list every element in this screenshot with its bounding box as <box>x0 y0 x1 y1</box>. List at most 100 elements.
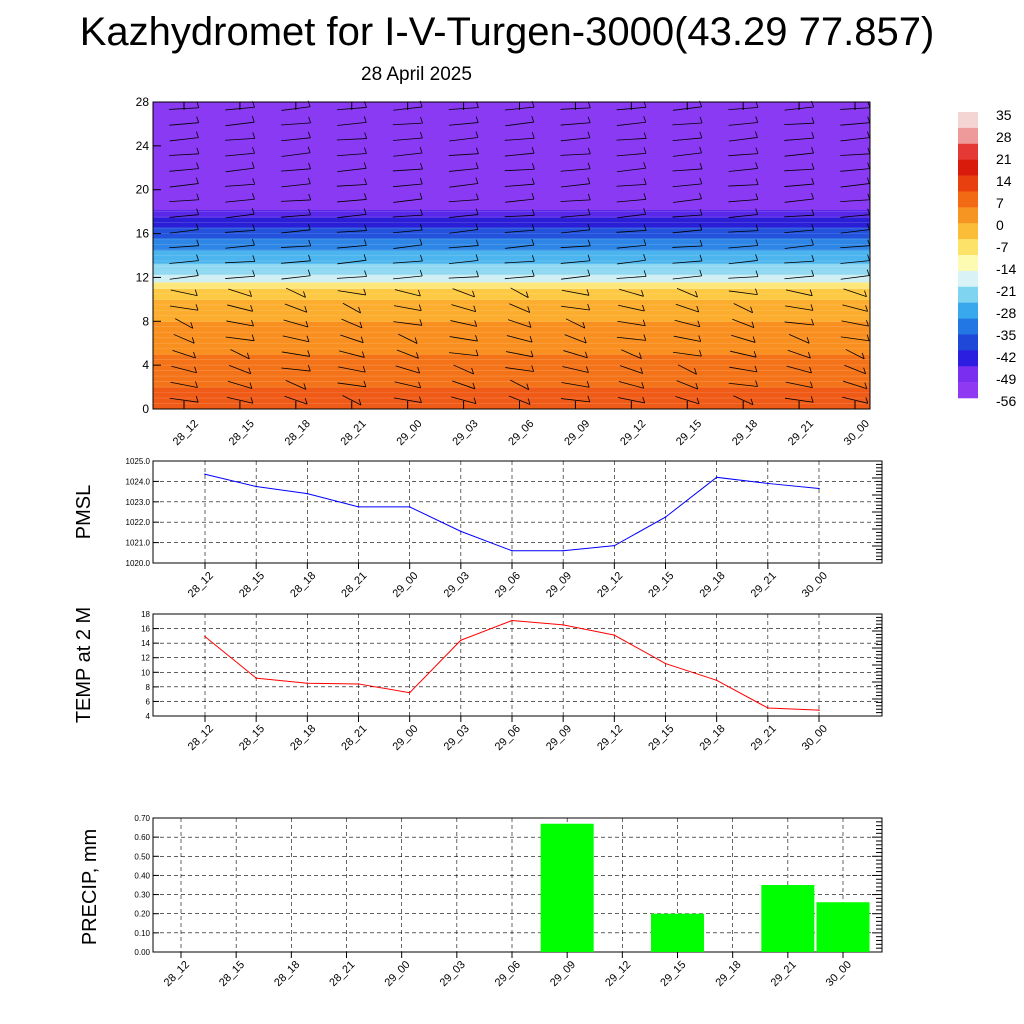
wind-barb <box>337 167 367 173</box>
y-tick-label: 0.00 <box>134 948 150 957</box>
wind-barb <box>449 229 478 234</box>
wind-barb-feather <box>195 177 199 184</box>
wind-barb <box>840 260 870 264</box>
y-tick-label: 14 <box>141 639 150 648</box>
wind-barb-feather <box>699 254 703 262</box>
wind-barb-feather <box>755 101 759 108</box>
wind-barb <box>225 121 255 127</box>
wind-barb-feather <box>364 178 367 185</box>
wind-barb-feather <box>699 269 703 277</box>
wind-barb-feather <box>699 146 702 154</box>
panel-frame <box>152 817 883 953</box>
wind-barb-feather <box>308 162 311 169</box>
wind-barb <box>619 288 644 297</box>
wind-barb <box>448 276 479 279</box>
wind-barb-feather <box>753 351 757 358</box>
wind-barb-feather <box>699 177 703 185</box>
wind-barb-feather <box>475 254 479 261</box>
wind-barb <box>672 183 702 188</box>
y-tick-label: 1021.0 <box>126 539 151 548</box>
x-tick-label: 29_09 <box>544 723 574 753</box>
x-tick-label: 29_18 <box>730 418 760 448</box>
y-tick-label: 4 <box>146 712 151 721</box>
wind-barb <box>621 349 642 360</box>
wind-barb-feather <box>474 320 478 327</box>
x-tick-label: 29_12 <box>603 959 633 989</box>
temperature-panel: 4 6 8 10 12 14 16 18 28_12 28_15 28_18 28_21 29_00 29… <box>73 607 883 753</box>
y-tick-label: 0.50 <box>134 852 150 861</box>
wind-barb <box>342 395 362 406</box>
wind-barb <box>840 214 870 218</box>
wind-barb-feather <box>362 366 366 373</box>
wind-barb <box>677 364 697 375</box>
wind-barb-feather <box>866 334 870 341</box>
wind-barb <box>169 229 199 234</box>
wind-barb-feather <box>699 131 703 139</box>
wind-barb-feather <box>364 147 367 154</box>
wind-barb-feather <box>809 289 813 296</box>
wind-barb-feather <box>308 116 311 124</box>
wind-barb <box>504 260 535 264</box>
wind-barb-feather <box>193 351 196 359</box>
wind-barb-feather <box>587 239 591 246</box>
wind-barb-feather <box>252 178 256 185</box>
wind-barb <box>616 152 647 157</box>
wind-barb <box>784 198 814 203</box>
x-tick-label: 28_18 <box>272 959 302 989</box>
colorbar-label: -28 <box>996 305 1016 321</box>
x-tick-label: 29_15 <box>646 570 676 600</box>
wind-barb <box>728 153 758 157</box>
wind-barb <box>561 305 590 311</box>
wind-barb-feather <box>418 289 421 297</box>
wind-barb-feather <box>643 270 647 277</box>
wind-barb-feather <box>641 382 645 389</box>
wind-barb-feather <box>307 269 311 276</box>
x-tick-label: 30_00 <box>824 959 854 989</box>
wind-barb-feather <box>308 254 311 261</box>
colorbar-swatch <box>958 334 978 351</box>
data-point <box>511 549 513 552</box>
x-tick-label: 29_06 <box>493 959 523 989</box>
wind-barb <box>785 289 813 297</box>
wind-barb-feather <box>755 193 759 200</box>
wind-barb <box>616 275 647 279</box>
wind-barb <box>673 351 702 357</box>
wind-barb-feather <box>475 177 479 184</box>
wind-barb-feather <box>307 364 311 372</box>
wind-barb-feather <box>811 177 815 185</box>
wind-barb-feather <box>308 239 312 247</box>
wind-barb <box>226 320 254 327</box>
wind-barb-feather <box>587 254 591 261</box>
wind-barb-feather <box>195 396 199 403</box>
wind-barb <box>336 276 367 279</box>
wind-barb <box>787 349 811 359</box>
wind-barb-feather <box>643 147 647 154</box>
wind-barb <box>784 397 814 403</box>
wind-barb-feather <box>364 270 367 277</box>
wind-barb <box>672 214 703 218</box>
wind-barb <box>169 122 199 126</box>
wind-barb-feather <box>475 349 479 356</box>
wind-barb <box>394 289 421 297</box>
wind-barb <box>393 321 422 326</box>
wind-barb-feather <box>191 337 195 344</box>
data-point <box>511 619 513 622</box>
wind-barb <box>280 199 311 202</box>
y-tick-label: 0.70 <box>134 814 150 823</box>
y-tick-label: 20 <box>136 183 150 197</box>
wind-barb-feather <box>586 381 590 388</box>
wind-barb <box>728 260 758 265</box>
wind-barb <box>507 319 532 328</box>
wind-barb <box>228 288 252 297</box>
wind-barb-feather <box>419 238 423 246</box>
colorbar-swatch <box>958 127 978 145</box>
wind-barb-feather <box>363 208 367 215</box>
wind-barb-feather <box>252 270 256 277</box>
x-tick-label: 28_21 <box>339 570 369 600</box>
wind-barb <box>453 364 474 375</box>
x-tick-label: 29_06 <box>493 570 523 600</box>
wind-barb-feather <box>418 381 422 389</box>
data-point <box>306 492 309 495</box>
wind-barb <box>448 122 479 126</box>
data-point <box>460 530 462 533</box>
